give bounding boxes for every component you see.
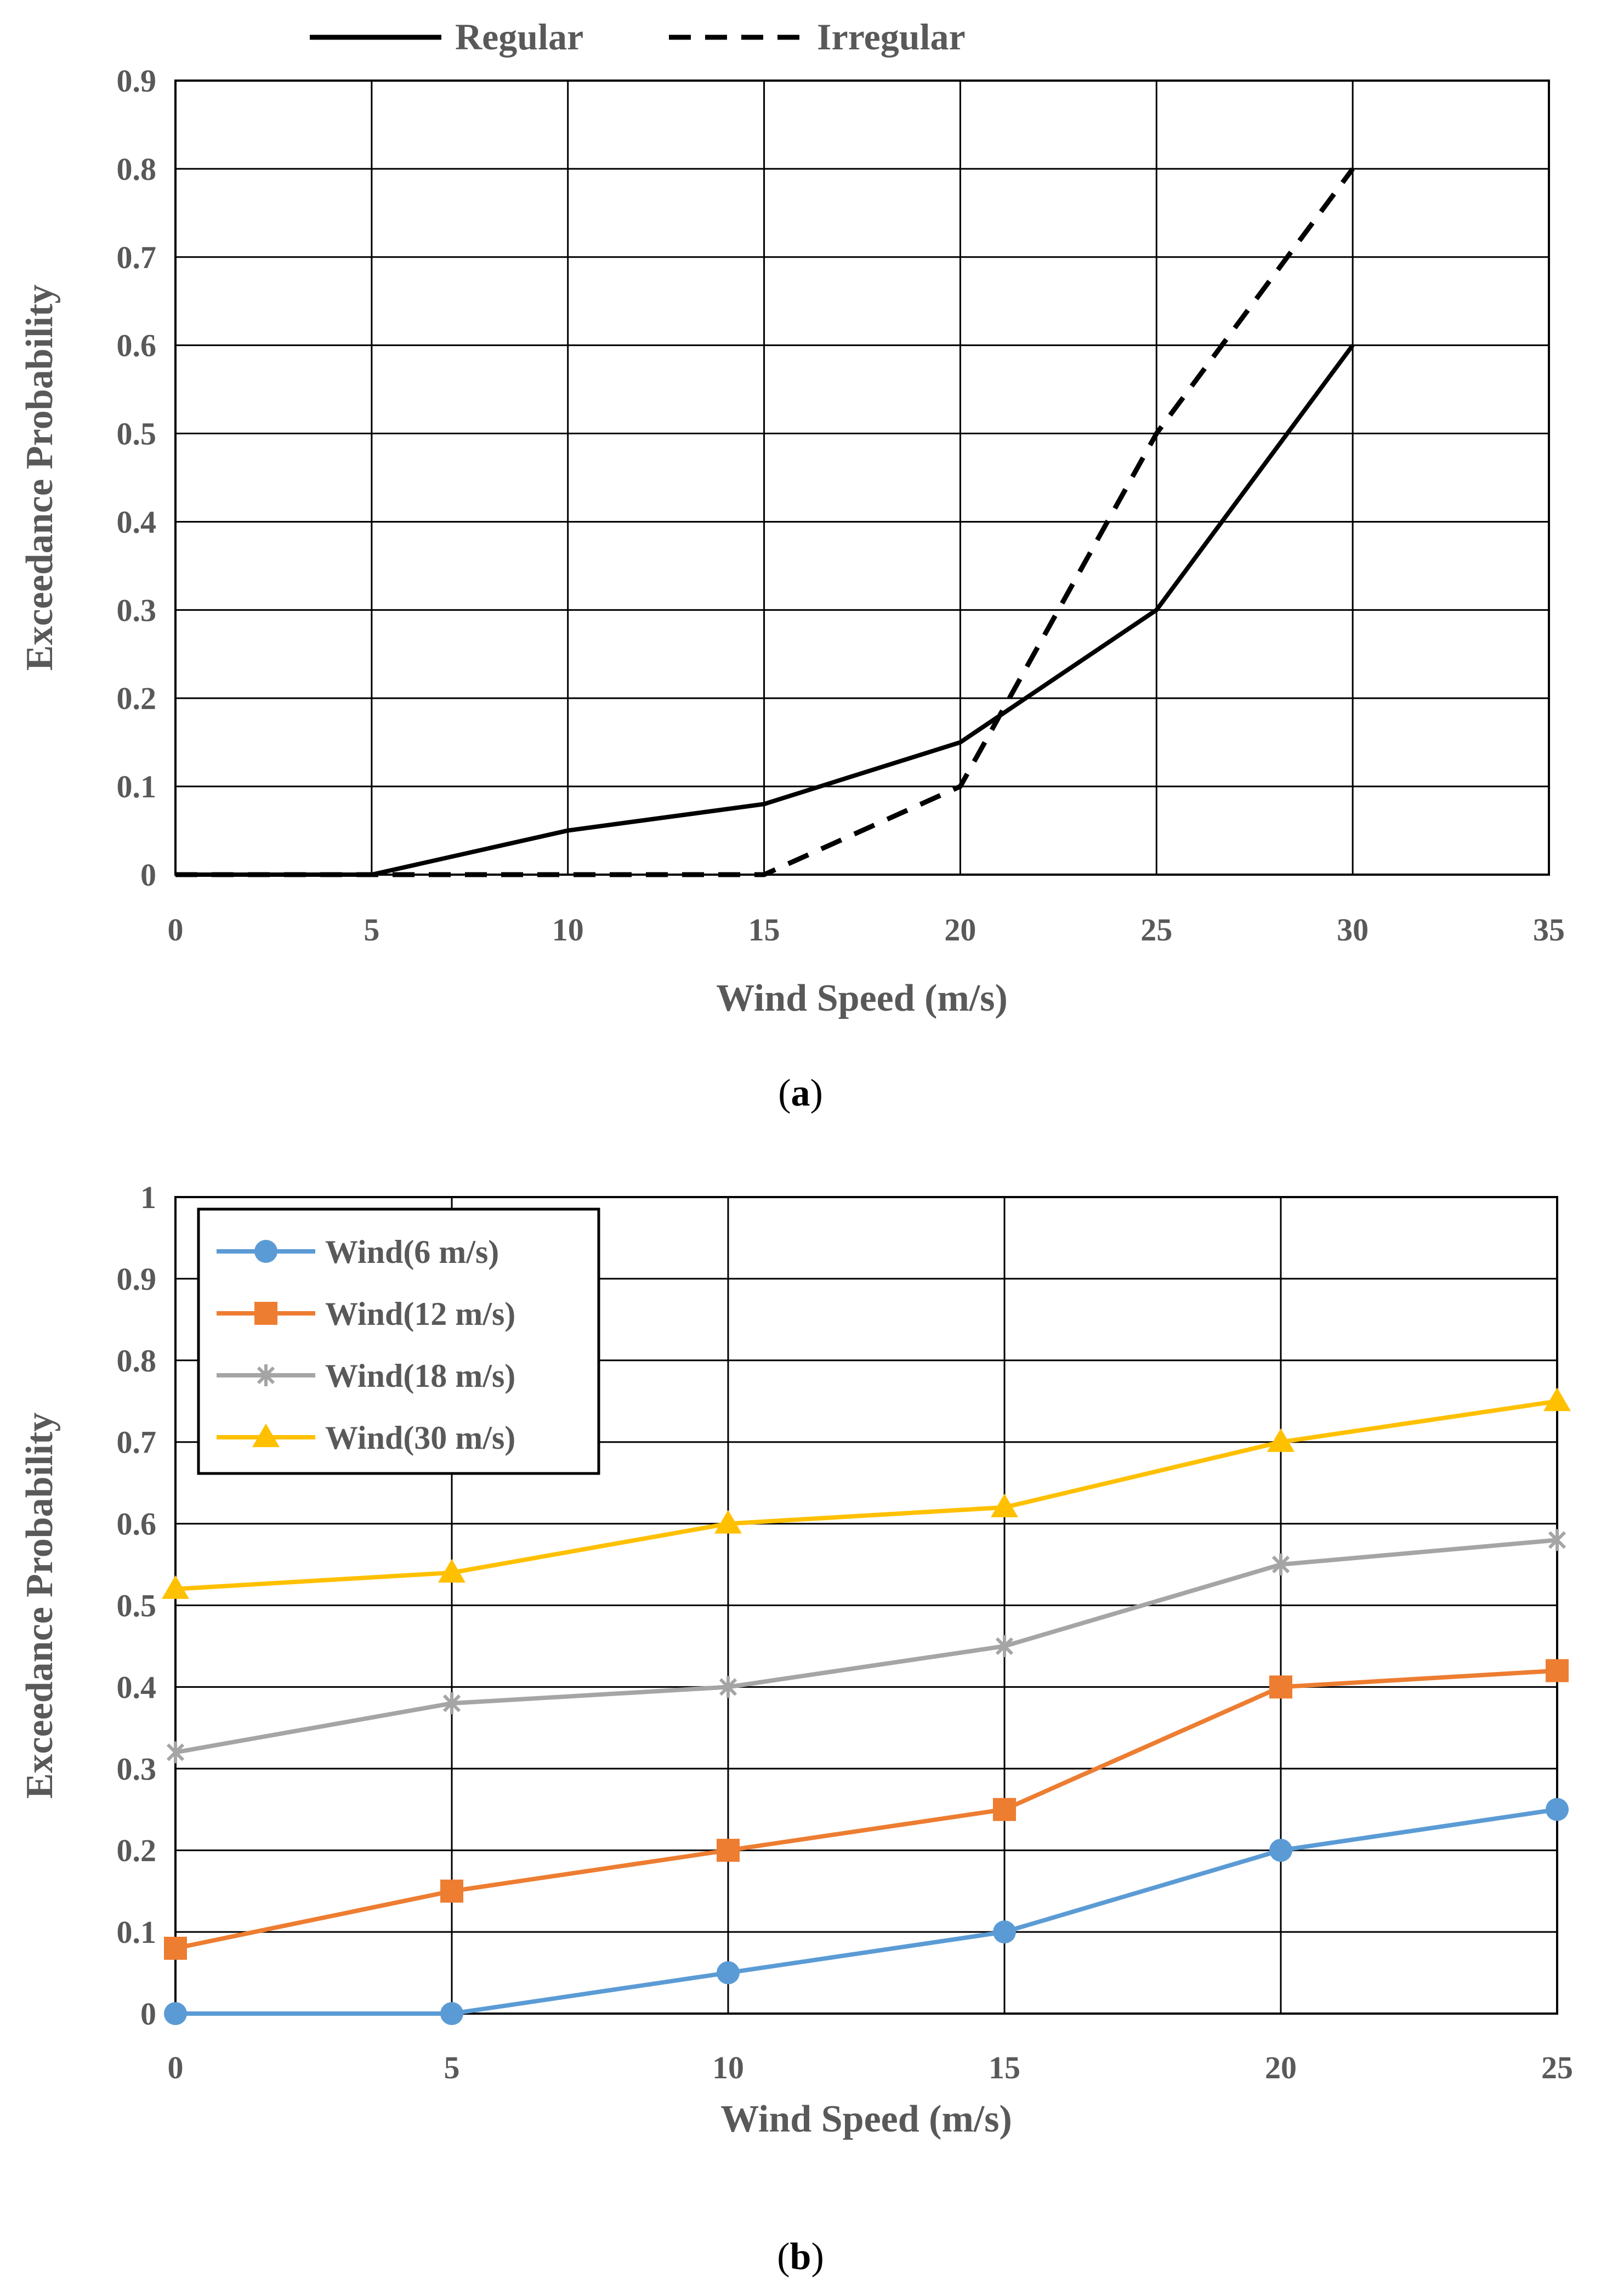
data-point-marker	[166, 1741, 185, 1764]
x-tick-label: 5	[364, 912, 379, 948]
y-tick-label: 0	[140, 857, 156, 893]
data-point-marker	[717, 1839, 740, 1862]
data-point-marker	[719, 1676, 737, 1698]
chart-panel-b: 00.10.20.30.40.50.60.70.80.910 5 10 15 20 25W…	[19, 1180, 1573, 2278]
y-tick-label: 0.4	[117, 504, 157, 540]
legend-marker	[257, 1364, 275, 1386]
plot-area-border	[174, 80, 1550, 876]
x-tick-label: 5	[444, 2050, 460, 2085]
data-point-marker	[164, 2002, 187, 2025]
x-tick-label: 30	[1337, 912, 1369, 948]
y-tick-label: 0.3	[117, 592, 157, 628]
data-point-marker	[1269, 1675, 1292, 1699]
caption-letter: a	[791, 1072, 810, 1114]
y-tick-label: 0.3	[117, 1751, 157, 1787]
y-tick-label: 0.9	[117, 63, 157, 99]
x-tick-label: 15	[989, 2050, 1020, 2085]
legend-label: Irregular	[817, 16, 966, 58]
data-point-marker	[1271, 1554, 1290, 1576]
caption-open: (	[777, 2236, 790, 2278]
x-tick-label: 0	[168, 912, 184, 948]
legend-label: Wind(6 m/s)	[325, 1234, 499, 1270]
x-tick-label: 35	[1533, 912, 1565, 948]
caption-open: (	[778, 1072, 791, 1114]
plot-area-border	[174, 1196, 1558, 2015]
series-line-wind-30-m-s-	[175, 1399, 1558, 1591]
data-point-marker	[440, 2002, 463, 2025]
y-tick-label: 0.6	[117, 328, 157, 364]
data-point-marker	[1543, 1387, 1571, 1411]
x-tick-label: 0	[168, 2050, 184, 2085]
legend-marker	[254, 1240, 277, 1263]
data-point-marker	[993, 1798, 1016, 1821]
x-tick-label: 20	[944, 912, 976, 948]
y-axis-title: Exceedance Probability	[19, 1413, 61, 1799]
y-tick-label: 0.5	[117, 416, 157, 452]
data-point-marker	[991, 1493, 1018, 1517]
x-tick-label: 10	[712, 2050, 744, 2085]
chart-panel-a: 0 0.1 0.2 0.3 0.4 0.5 0.6 0.7 0.8 0.9 0 5 10 15 20 25 30…	[19, 16, 1565, 1114]
data-point-marker	[1548, 1529, 1566, 1551]
caption-close: )	[810, 1072, 823, 1114]
data-point-marker	[1546, 1659, 1569, 1682]
legend-marker	[254, 1302, 277, 1325]
y-tick-label: 0.8	[117, 151, 157, 187]
figure-caption: (b)	[777, 2236, 824, 2278]
legend: Regular Irregular	[310, 16, 966, 58]
series-line-wind-12-m-s-	[175, 1668, 1558, 1951]
legend-label: Wind(30 m/s)	[325, 1420, 515, 1456]
y-tick-label: 0.1	[117, 769, 157, 804]
series-line-irregular	[175, 167, 1355, 877]
x-tick-label: 20	[1265, 2050, 1297, 2085]
data-point-marker	[440, 1879, 463, 1903]
x-tick-label: 15	[748, 912, 780, 948]
data-point-marker	[717, 1961, 740, 1985]
y-tick-label: 0.6	[117, 1506, 157, 1542]
data-point-marker	[1269, 1839, 1292, 1862]
series-line-wind-6-m-s-	[175, 1807, 1558, 2016]
y-tick-label: 0.2	[117, 681, 157, 716]
y-tick-label: 0.7	[117, 240, 157, 275]
series-line-wind-18-m-s-	[175, 1538, 1558, 1755]
y-tick-label: 0.7	[117, 1425, 157, 1460]
y-tick-label: 0.2	[117, 1833, 157, 1868]
data-point-marker	[162, 1575, 189, 1599]
x-tick-label: 25	[1140, 912, 1172, 948]
data-point-marker	[438, 1558, 465, 1583]
data-point-marker	[995, 1635, 1014, 1657]
data-point-marker	[993, 1920, 1016, 1944]
y-tick-label: 0	[140, 1996, 156, 2032]
caption-close: )	[811, 2236, 824, 2278]
y-axis-title: Exceedance Probability	[19, 285, 61, 671]
x-tick-label: 10	[552, 912, 584, 948]
y-tick-label: 0.4	[117, 1669, 157, 1705]
legend-marker	[252, 1424, 280, 1447]
y-tick-label: 0.5	[117, 1588, 157, 1624]
data-point-marker	[442, 1692, 461, 1715]
y-tick-label: 0.8	[117, 1343, 157, 1379]
data-point-marker	[1267, 1428, 1295, 1452]
legend-label: Wind(12 m/s)	[325, 1296, 515, 1332]
legend-label: Regular	[455, 16, 583, 58]
y-tick-label: 0.9	[117, 1261, 157, 1297]
x-axis-title: Wind Speed (m/s)	[716, 977, 1008, 1019]
x-axis-title: Wind Speed (m/s)	[720, 2098, 1012, 2140]
y-tick-label: 1	[140, 1180, 156, 1215]
data-point-marker	[714, 1510, 742, 1534]
legend-label: Wind(18 m/s)	[325, 1358, 515, 1394]
data-point-marker	[164, 1936, 187, 1960]
x-tick-label: 25	[1541, 2050, 1573, 2085]
y-tick-label: 0.1	[117, 1914, 157, 1950]
legend: Wind(6 m/s) Wind(12 m/s) Wind(18 m/s) Wind(…	[197, 1207, 600, 1475]
caption-letter: b	[790, 2236, 811, 2278]
figure-caption: (a)	[778, 1072, 823, 1114]
data-point-marker	[1546, 1798, 1569, 1821]
